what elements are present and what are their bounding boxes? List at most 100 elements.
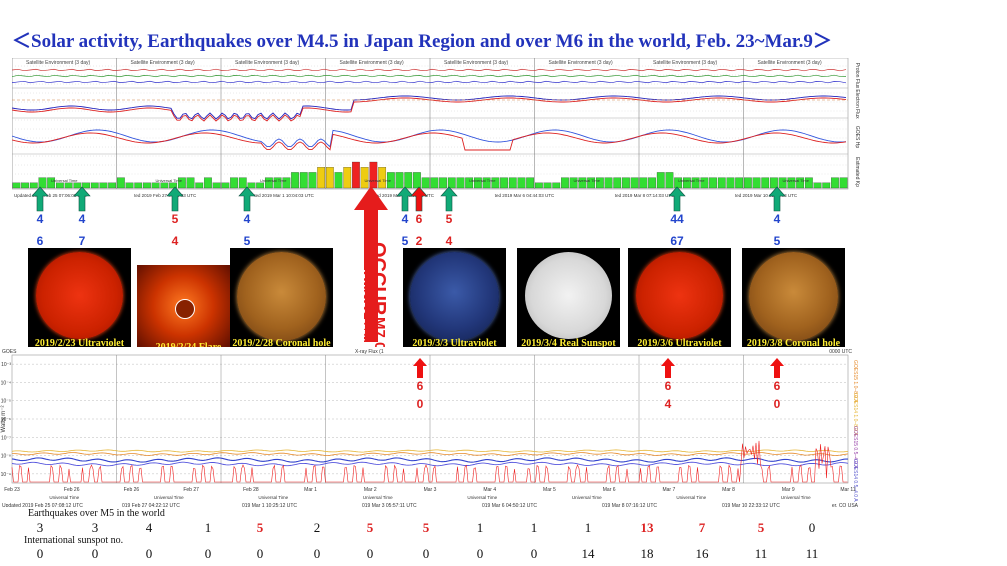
kp-bar [787, 177, 796, 189]
kp-bar [578, 177, 587, 189]
xray-line-goes15-long [12, 452, 849, 456]
panel-header-label: Satellite Environment (3 day) [235, 60, 300, 66]
sunspot-count-cell: 0 [366, 546, 374, 561]
sun-image: 2019/3/8 Coronal hole [742, 248, 845, 351]
sunspot-count-cell: 0 [36, 546, 44, 561]
proton-flux-line [12, 80, 847, 84]
universal-time-label: Universal Time [260, 178, 287, 183]
sun-image-caption: 2019/3/3 Ultraviolet [412, 338, 497, 349]
xray-date-tick: Mar 4 [483, 487, 496, 493]
xray-date-tick: Mar 11 [840, 487, 855, 493]
xray-ytick: 10⁻⁶ [1, 417, 11, 423]
kp-bar [82, 182, 90, 189]
kp-bar [569, 177, 578, 189]
xray-universal-time: Universal Time [154, 495, 184, 500]
arrow-up-icon [73, 186, 91, 212]
kp-bar [264, 177, 273, 189]
kp-bar [143, 182, 151, 189]
kp-bar [369, 161, 378, 189]
kp-bar [552, 182, 561, 189]
satellite-environment-panel: Satellite Environment (3 day) Satellite E… [12, 58, 860, 206]
sun-image: 2019/2/24 Flare [137, 265, 240, 355]
sunspot-count-cell: 16 [695, 546, 709, 561]
sunspot-count-cell: 11 [754, 546, 768, 561]
big-red-arrow-icon [354, 186, 388, 342]
kp-bar [465, 177, 474, 189]
red-arrow-up-icon [770, 358, 784, 378]
universal-time-label: Universal Time [783, 178, 810, 183]
kp-bar [325, 167, 334, 189]
updated-label: Updated 2019 Feb 25 07:06:03 UTC [14, 193, 88, 198]
marker-magnitude-top: 4 [401, 212, 409, 226]
earthquake-count-cell: 1 [204, 520, 212, 535]
right-axis-label: GOES Hp [854, 126, 860, 148]
kp-bar [526, 177, 535, 189]
kp-bar [256, 182, 265, 189]
marker-magnitude-top: 5 [171, 212, 179, 226]
panel-header-label: Satellite Environment (3 day) [758, 60, 823, 66]
xray-updated-label: 019 Mar 3 05:57:11 UTC [362, 503, 417, 507]
kp-bar [726, 177, 735, 189]
electron-flux-line-2 [12, 97, 847, 122]
kp-bar [648, 177, 656, 189]
sun-image: 2019/3/6 Ultraviolet [628, 248, 731, 351]
xray-flux-chart: GOES X-ray Flux (1 0000 UTC 10⁻³ 10⁻⁴ 10⁻⁵ 10⁻… [1, 349, 859, 507]
earthquake-count-cell: 1 [476, 520, 484, 535]
kp-bar [38, 177, 47, 189]
sunspot-count-cell: 11 [805, 546, 819, 561]
xray-date-tick: Feb 27 [183, 487, 199, 493]
kp-bar [639, 177, 648, 189]
kp-bar [813, 182, 822, 189]
xray-flux-panel: GOES X-ray Flux (1 0000 UTC 10⁻³ 10⁻⁴ 10⁻⁵ 10⁻… [0, 347, 860, 507]
kp-bar [700, 177, 709, 189]
kp-bar [691, 177, 700, 189]
sun-disk [525, 252, 612, 339]
kp-bar [238, 177, 247, 189]
xray-updated-label: 019 Mar 6 04:50:12 UTC [482, 503, 537, 507]
xray-header-mid: X-ray Flux (1 [355, 349, 384, 355]
kp-bar [221, 182, 230, 189]
earthquake-count-cell: 3 [91, 520, 99, 535]
marker-magnitude-bottom: 5 [243, 234, 251, 248]
kp-bar [665, 172, 674, 189]
marker-magnitude-bottom: 5 [401, 234, 409, 248]
marker-magnitude-bottom: 7 [78, 234, 86, 248]
kp-bar [73, 182, 82, 189]
kp-bar [160, 182, 169, 189]
arrow-up-icon [238, 186, 256, 212]
earthquake-count-cell: 13 [640, 520, 654, 535]
xray-legend-label: GOES15 1.0–8.0 A [852, 360, 858, 403]
sunspot-count-cell: 0 [313, 546, 321, 561]
kp-bar [204, 177, 212, 189]
kp-bar [604, 177, 613, 189]
sun-image: 2019/3/4 Real Sunspot [517, 248, 620, 351]
xray-universal-time: Universal Time [363, 495, 393, 500]
marker-magnitude-bottom: 4 [445, 234, 453, 248]
xray-ylabel: Watts m⁻² [1, 406, 7, 433]
xray-date-tick: Feb 26 [64, 487, 80, 493]
panel-header-label: Satellite Environment (3 day) [444, 60, 509, 66]
sunspot-count-cell: 0 [422, 546, 430, 561]
kp-bar [21, 182, 29, 189]
xray-marker-top: 6 [664, 379, 672, 393]
kp-bar [595, 177, 604, 189]
kp-bar [543, 182, 552, 189]
kp-bar [378, 167, 387, 189]
kp-bar [386, 172, 395, 189]
marker-magnitude-top: 44 [670, 212, 684, 226]
kp-bar [447, 177, 456, 189]
earthquake-count-cell: 1 [530, 520, 538, 535]
kp-bar [116, 177, 125, 189]
sunspot-count-cell: 0 [91, 546, 99, 561]
kp-bar [778, 177, 787, 189]
kp-bar [177, 177, 186, 189]
xray-updated-label: 019 Feb 27 04:22:12 UTC [122, 503, 180, 507]
